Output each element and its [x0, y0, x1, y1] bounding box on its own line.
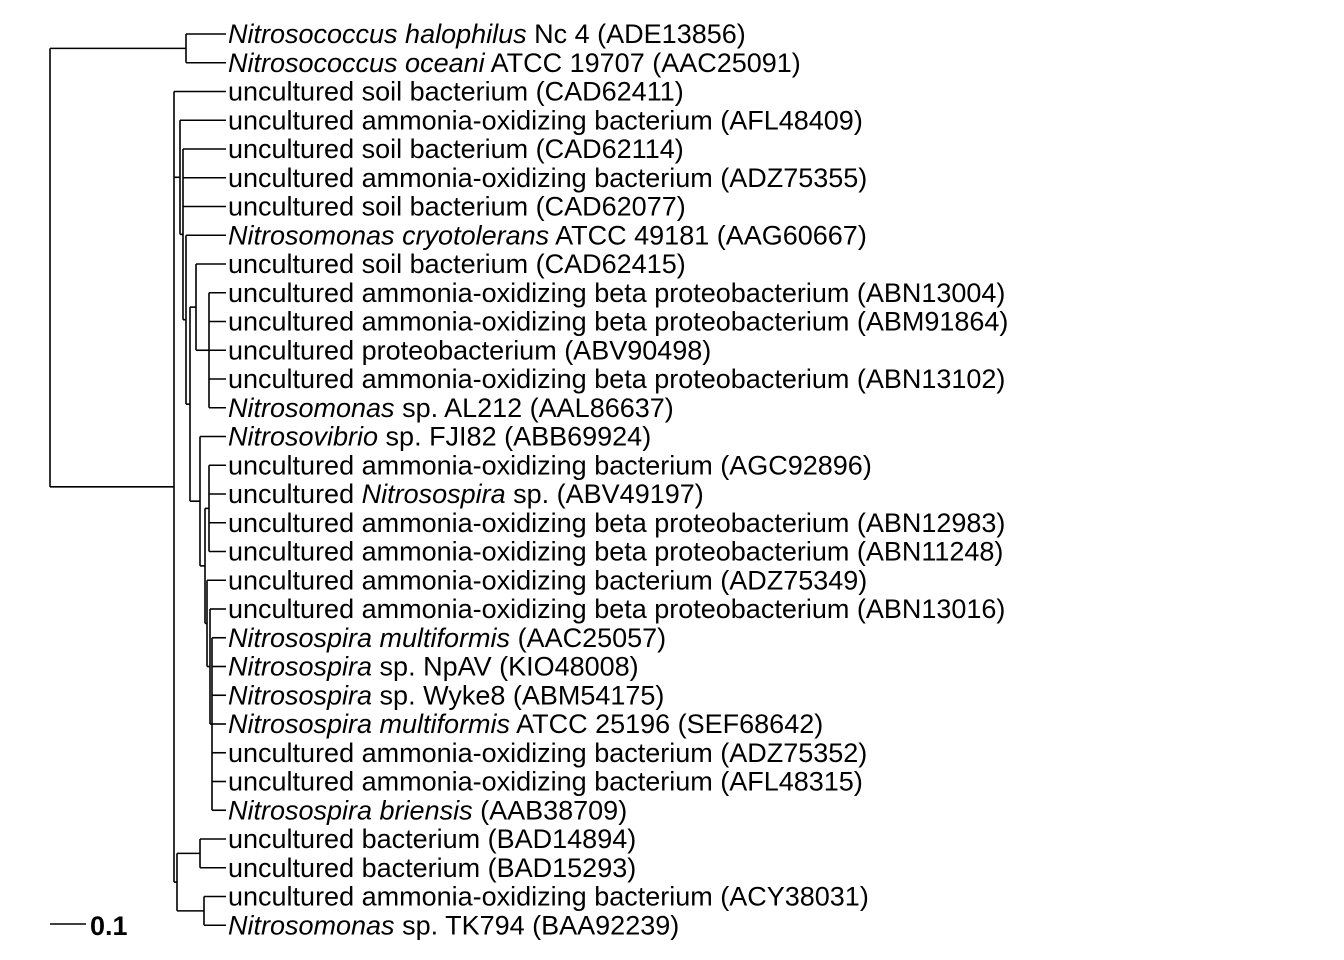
leaf-label: uncultured soil bacterium (CAD62114): [228, 134, 684, 164]
leaf-label: Nitrosococcus oceani ATCC 19707 (AAC2509…: [228, 48, 801, 78]
leaf-label: uncultured ammonia-oxidizing bacterium (…: [228, 882, 869, 912]
leaf-label: Nitrosomonas cryotolerans ATCC 49181 (AA…: [228, 220, 867, 250]
leaf-label-text: uncultured ammonia-oxidizing beta proteo…: [228, 537, 1003, 567]
leaf-label-text: uncultured ammonia-oxidizing bacterium (…: [228, 738, 867, 768]
leaf-label-text: ATCC 19707 (AAC25091): [485, 48, 801, 78]
leaf-label: uncultured ammonia-oxidizing beta proteo…: [228, 537, 1003, 567]
leaf-label-text: uncultured ammonia-oxidizing bacterium (…: [228, 767, 863, 797]
leaf-label-text: uncultured ammonia-oxidizing bacterium (…: [228, 163, 867, 193]
leaf-label: uncultured soil bacterium (CAD62077): [228, 192, 686, 222]
leaf-label: uncultured ammonia-oxidizing bacterium (…: [228, 105, 863, 135]
leaf-label: uncultured bacterium (BAD15293): [228, 853, 636, 883]
leaf-label: Nitrosospira sp. Wyke8 (ABM54175): [228, 680, 664, 710]
leaf-label: uncultured ammonia-oxidizing bacterium (…: [228, 767, 863, 797]
leaf-label-text: uncultured bacterium (BAD15293): [228, 853, 636, 883]
leaf-label-text: uncultured ammonia-oxidizing bacterium (…: [228, 565, 867, 595]
leaf-label-taxon: Nitrosospira briensis: [228, 795, 473, 825]
leaf-label: uncultured ammonia-oxidizing beta proteo…: [228, 307, 1008, 337]
leaf-label-text: ATCC 49181 (AAG60667): [549, 220, 867, 250]
leaf-label-text: uncultured: [228, 479, 362, 509]
leaf-label-text: uncultured ammonia-oxidizing bacterium (…: [228, 105, 863, 135]
leaf-label-text: uncultured soil bacterium (CAD62415): [228, 249, 686, 279]
leaf-label-taxon: Nitrosospira multiformis: [228, 623, 510, 653]
leaf-label-taxon: Nitrosomonas cryotolerans: [228, 220, 549, 250]
leaf-label-text: uncultured soil bacterium (CAD62114): [228, 134, 684, 164]
leaf-label: uncultured ammonia-oxidizing bacterium (…: [228, 565, 867, 595]
leaf-label: uncultured ammonia-oxidizing beta proteo…: [228, 278, 1005, 308]
leaf-label-text: uncultured ammonia-oxidizing beta proteo…: [228, 364, 1005, 394]
leaf-label-text: uncultured bacterium (BAD14894): [228, 824, 636, 854]
leaf-label-taxon: Nitrosomonas: [228, 910, 395, 940]
leaf-label-text: (AAB38709): [473, 795, 628, 825]
leaf-label-text: uncultured soil bacterium (CAD62077): [228, 192, 686, 222]
leaf-label-text: uncultured proteobacterium (ABV90498): [228, 335, 711, 365]
leaf-label-taxon: Nitrosospira: [228, 652, 372, 682]
leaf-label-taxon: Nitrosococcus halophilus: [228, 19, 527, 49]
leaf-label-text: uncultured ammonia-oxidizing beta proteo…: [228, 508, 1005, 538]
leaf-label-text: (AAC25057): [510, 623, 666, 653]
leaf-label-text: Nc 4 (ADE13856): [527, 19, 746, 49]
leaf-label: uncultured soil bacterium (CAD62411): [228, 77, 684, 107]
leaf-label: uncultured ammonia-oxidizing bacterium (…: [228, 450, 872, 480]
leaf-label-text: uncultured ammonia-oxidizing beta proteo…: [228, 278, 1005, 308]
leaf-label-text: ATCC 25196 (SEF68642): [510, 709, 823, 739]
leaf-label-taxon: Nitrosospira: [228, 680, 372, 710]
scale-bar: 0.1: [50, 911, 128, 941]
leaf-label-text: sp. AL212 (AAL86637): [395, 393, 674, 423]
leaf-label-text: uncultured ammonia-oxidizing bacterium (…: [228, 882, 869, 912]
leaf-label: uncultured ammonia-oxidizing beta proteo…: [228, 364, 1005, 394]
leaf-labels: Nitrosococcus halophilus Nc 4 (ADE13856)…: [228, 19, 1008, 940]
leaf-label-text: uncultured ammonia-oxidizing bacterium (…: [228, 450, 872, 480]
leaf-label: Nitrosovibrio sp. FJI82 (ABB69924): [228, 422, 651, 452]
leaf-label: Nitrosomonas sp. AL212 (AAL86637): [228, 393, 674, 423]
scale-bar-label: 0.1: [90, 911, 128, 941]
leaf-label-taxon: Nitrosococcus oceani: [228, 48, 486, 78]
leaf-label: uncultured ammonia-oxidizing beta proteo…: [228, 508, 1005, 538]
leaf-label: uncultured bacterium (BAD14894): [228, 824, 636, 854]
leaf-label-text: sp. (ABV49197): [506, 479, 704, 509]
leaf-label: Nitrosomonas sp. TK794 (BAA92239): [228, 910, 679, 940]
leaf-label: uncultured ammonia-oxidizing bacterium (…: [228, 738, 867, 768]
tree-branches: [49, 33, 226, 927]
leaf-label-text: sp. Wyke8 (ABM54175): [372, 680, 664, 710]
leaf-label: Nitrosospira briensis (AAB38709): [228, 795, 627, 825]
leaf-label: uncultured proteobacterium (ABV90498): [228, 335, 711, 365]
leaf-label: Nitrosococcus halophilus Nc 4 (ADE13856): [228, 19, 746, 49]
leaf-label: uncultured Nitrosospira sp. (ABV49197): [228, 479, 704, 509]
leaf-label: Nitrosospira multiformis ATCC 25196 (SEF…: [228, 709, 823, 739]
leaf-label: Nitrosospira sp. NpAV (KIO48008): [228, 652, 639, 682]
leaf-label: uncultured ammonia-oxidizing bacterium (…: [228, 163, 867, 193]
leaf-label-taxon: Nitrosospira: [362, 479, 506, 509]
leaf-label: uncultured ammonia-oxidizing beta proteo…: [228, 594, 1005, 624]
leaf-label-text: sp. TK794 (BAA92239): [395, 910, 680, 940]
leaf-label-taxon: Nitrosomonas: [228, 393, 395, 423]
leaf-label-text: sp. FJI82 (ABB69924): [378, 422, 651, 452]
leaf-label-text: uncultured soil bacterium (CAD62411): [228, 77, 684, 107]
leaf-label-text: uncultured ammonia-oxidizing beta proteo…: [228, 307, 1008, 337]
leaf-label-taxon: Nitrosospira multiformis: [228, 709, 510, 739]
leaf-label-text: uncultured ammonia-oxidizing beta proteo…: [228, 594, 1005, 624]
leaf-label-text: sp. NpAV (KIO48008): [372, 652, 639, 682]
leaf-label: uncultured soil bacterium (CAD62415): [228, 249, 686, 279]
leaf-label-taxon: Nitrosovibrio: [228, 422, 378, 452]
leaf-label: Nitrosospira multiformis (AAC25057): [228, 623, 666, 653]
